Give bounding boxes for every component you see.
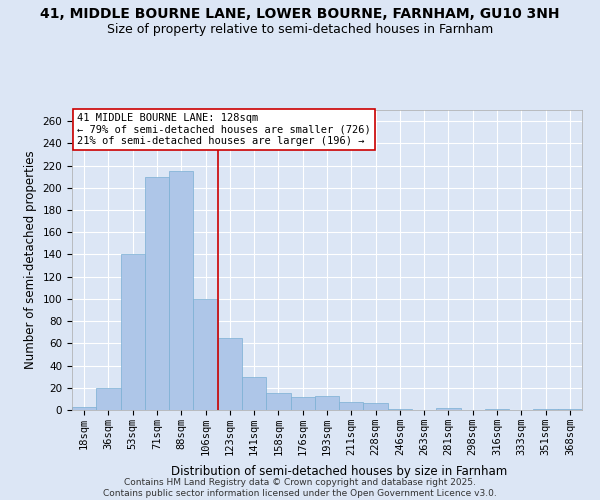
Bar [218,338,242,410]
Text: 41 MIDDLE BOURNE LANE: 128sqm
← 79% of semi-detached houses are smaller (726)
21: 41 MIDDLE BOURNE LANE: 128sqm ← 79% of s… [77,113,371,146]
Bar [96,388,121,410]
Bar [558,409,582,410]
Bar [315,396,339,410]
Bar [339,402,364,410]
Bar [242,376,266,410]
Bar [364,404,388,410]
Bar [266,394,290,410]
Text: Size of property relative to semi-detached houses in Farnham: Size of property relative to semi-detach… [107,22,493,36]
Bar [169,171,193,410]
Bar [290,396,315,410]
Bar [436,408,461,410]
Bar [193,299,218,410]
Text: 41, MIDDLE BOURNE LANE, LOWER BOURNE, FARNHAM, GU10 3NH: 41, MIDDLE BOURNE LANE, LOWER BOURNE, FA… [40,8,560,22]
Bar [72,406,96,410]
Bar [485,409,509,410]
Text: Contains HM Land Registry data © Crown copyright and database right 2025.
Contai: Contains HM Land Registry data © Crown c… [103,478,497,498]
Y-axis label: Number of semi-detached properties: Number of semi-detached properties [24,150,37,370]
Text: Distribution of semi-detached houses by size in Farnham: Distribution of semi-detached houses by … [171,464,507,477]
Bar [121,254,145,410]
Bar [388,409,412,410]
Bar [533,409,558,410]
Bar [145,176,169,410]
